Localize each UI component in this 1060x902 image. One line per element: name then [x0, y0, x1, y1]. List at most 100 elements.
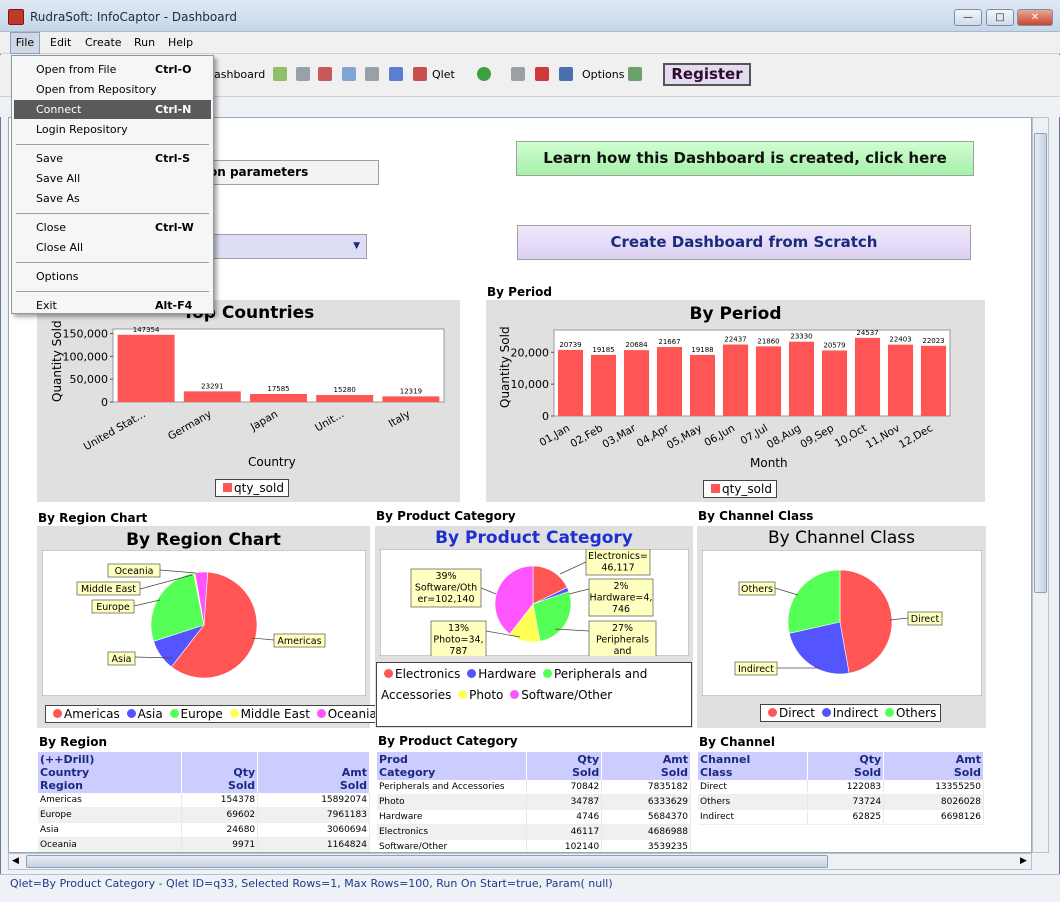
column-header[interactable]: Prod Category — [377, 752, 528, 780]
column-header[interactable]: Qty Sold — [181, 752, 259, 793]
menu-edit[interactable]: Edit — [50, 36, 72, 49]
menu-item-save[interactable]: Save Ctrl-S — [14, 149, 211, 168]
legend-swatch — [223, 483, 232, 492]
html-icon[interactable] — [559, 67, 573, 81]
form-icon[interactable] — [342, 67, 356, 81]
data-table[interactable]: Prod Category Qty Sold Amt Sold Peripherals an… — [377, 752, 691, 852]
note-icon[interactable] — [365, 67, 379, 81]
table-row[interactable]: Indirect 62825 6698126 — [698, 809, 984, 825]
y-tick-label: 150,000 — [63, 328, 109, 341]
column-header[interactable]: Amt Sold — [883, 752, 984, 780]
column-header[interactable]: Channel Class — [698, 752, 809, 780]
region-table[interactable]: (++Drill) Country Region Qty Sold Amt Sold Amer… — [38, 752, 370, 852]
table-cell: 154378 — [181, 793, 259, 808]
menu-item-save-as[interactable]: Save As — [14, 189, 211, 208]
menu-separator — [16, 144, 209, 145]
x-tick-label: 01,Jan — [538, 422, 572, 449]
toolbar-qlet-label[interactable]: Qlet — [432, 68, 455, 81]
table-row[interactable]: Software/Other 102140 3539235 — [377, 839, 691, 852]
create-dashboard-button[interactable]: Create Dashboard from Scratch — [517, 225, 971, 260]
maximize-button[interactable]: □ — [986, 9, 1014, 26]
scroll-left-icon[interactable]: ◀ — [12, 856, 19, 866]
tab-strip — [0, 97, 1060, 117]
column-header[interactable]: (++Drill) Country Region — [38, 752, 183, 793]
product-table[interactable]: Prod Category Qty Sold Amt Sold Peripherals an… — [377, 752, 691, 852]
table-cell: 13355250 — [883, 780, 984, 795]
legend-label: Hardware — [478, 667, 540, 681]
menu-item-options[interactable]: Options — [14, 267, 211, 286]
menu-item-close[interactable]: Close Ctrl-W — [14, 218, 211, 237]
table-cell: 1164824 — [257, 837, 370, 852]
slice-label: and — [614, 646, 632, 656]
channel-chart-legend: Direct Indirect Others — [760, 704, 942, 722]
table-row[interactable]: Direct 122083 13355250 — [698, 780, 984, 795]
toolbar-options-label[interactable]: Options — [582, 68, 625, 81]
column-header[interactable]: Qty Sold — [807, 752, 885, 780]
channel-chart-title: By Channel Class — [767, 528, 916, 548]
legend-label: Electronics — [395, 667, 465, 681]
menu-item-exit[interactable]: Exit Alt-F4 — [14, 296, 211, 315]
by-period-legend: qty_sold — [703, 480, 777, 498]
minimize-button[interactable]: — — [954, 9, 982, 26]
pdf-icon[interactable] — [535, 67, 549, 81]
menu-item-open-from-file[interactable]: Open from File Ctrl-O — [14, 60, 211, 79]
slice-label: Direct — [911, 614, 940, 625]
table-row[interactable]: Europe 69602 7961183 — [38, 807, 370, 823]
column-header[interactable]: Amt Sold — [257, 752, 370, 793]
table-row[interactable]: Hardware 4746 5684370 — [377, 809, 691, 825]
horizontal-scroll-thumb[interactable] — [26, 855, 828, 868]
menu-file[interactable]: File — [10, 32, 40, 54]
learn-dashboard-button[interactable]: Learn how this Dashboard is created, cli… — [516, 141, 974, 176]
bar — [117, 334, 175, 402]
close-button[interactable]: ✕ — [1017, 9, 1053, 26]
column-header[interactable]: Qty Sold — [526, 752, 603, 780]
menu-item-label: Login Repository — [36, 123, 128, 136]
menu-item-close-all[interactable]: Close All — [14, 238, 211, 257]
comment-icon[interactable] — [296, 67, 310, 81]
slice-label: Middle East — [81, 584, 136, 595]
legend-label: Software/Other — [521, 688, 613, 702]
table-cell: 4746 — [526, 809, 603, 825]
vertical-scroll-thumb[interactable] — [1034, 133, 1047, 593]
pie-slice — [839, 569, 893, 674]
menu-run[interactable]: Run — [134, 36, 156, 49]
menu-item-connect[interactable]: Connect Ctrl-N — [14, 100, 211, 119]
table-cell: 122083 — [807, 780, 885, 795]
print-icon[interactable] — [511, 67, 525, 81]
legend-label: Europe — [180, 707, 227, 721]
menu-item-open-from-repository[interactable]: Open from Repository — [14, 80, 211, 99]
menu-item-label: Exit — [36, 299, 57, 312]
scroll-right-icon[interactable]: ▶ — [1020, 856, 1027, 866]
refresh-icon[interactable] — [477, 67, 491, 81]
toolbar-dashboard-label[interactable]: ashboard — [214, 68, 266, 81]
table-row[interactable]: Others 73724 8026028 — [698, 794, 984, 810]
tree-icon[interactable] — [628, 67, 642, 81]
menu-create[interactable]: Create — [85, 36, 122, 49]
chart-icon[interactable] — [389, 67, 403, 81]
table-row[interactable]: Oceania 9971 1164824 — [38, 837, 370, 852]
data-table[interactable]: Channel Class Qty Sold Amt Sold Direct 122083 13… — [698, 752, 984, 825]
menu-item-login-repository[interactable]: Login Repository — [14, 120, 211, 139]
menu-help[interactable]: Help — [168, 36, 194, 49]
register-button[interactable]: Register — [663, 63, 751, 86]
product-chart-section-title: By Product Category — [376, 509, 516, 523]
column-header[interactable]: Amt Sold — [601, 752, 691, 780]
table-row[interactable]: Asia 24680 3060694 — [38, 822, 370, 838]
menu-item-label: Open from File — [36, 63, 117, 76]
cut-icon[interactable] — [318, 67, 332, 81]
bar — [382, 396, 440, 402]
x-tick-label: 08,Aug — [765, 422, 803, 451]
parameters-button[interactable]: on parameters — [182, 160, 379, 185]
pie-slice — [787, 569, 841, 634]
new-qlet-icon[interactable] — [273, 67, 287, 81]
data-table[interactable]: (++Drill) Country Region Qty Sold Amt Sold Amer… — [38, 752, 370, 852]
table-row[interactable]: Photo 34787 6333629 — [377, 794, 691, 810]
slice-label: Europe — [96, 602, 130, 613]
table-row[interactable]: Americas 154378 15892074 — [38, 793, 370, 808]
table-row[interactable]: Peripherals and Accessories 70842 7835182 — [377, 780, 691, 795]
table-row[interactable]: Electronics 46117 4686988 — [377, 824, 691, 840]
channel-table[interactable]: Channel Class Qty Sold Amt Sold Direct 122083 13… — [698, 752, 984, 852]
menu-item-label: Connect — [36, 103, 82, 116]
qlet-icon[interactable] — [413, 67, 427, 81]
menu-item-save-all[interactable]: Save All — [14, 169, 211, 188]
